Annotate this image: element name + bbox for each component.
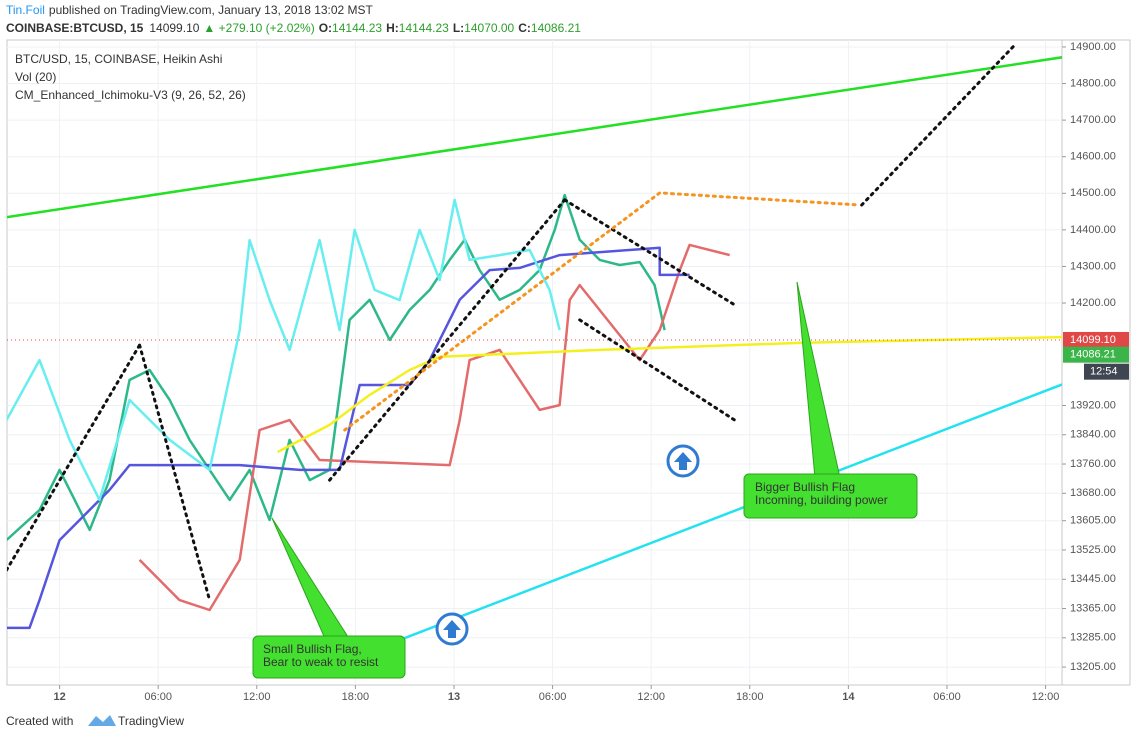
callout	[252, 635, 406, 679]
close: 14086.21	[531, 21, 581, 35]
countdown-tag	[1084, 363, 1129, 380]
x-tick-label: 06:00	[539, 691, 567, 703]
y-tick-label: 14900.00	[1070, 41, 1116, 53]
annotation-text: Bear to weak to resist	[263, 655, 379, 669]
y-tick-label: 13760.00	[1070, 458, 1116, 470]
overlay: 14099.10 14086.21 12:54	[1063, 331, 1129, 380]
y-tick-label: 14300.00	[1070, 260, 1116, 272]
x-tick-label: 13	[448, 691, 460, 703]
grid	[7, 40, 1062, 685]
x-tick-label: 18:00	[342, 691, 370, 703]
y-tick-label: 14500.00	[1070, 187, 1116, 199]
series-line	[7, 198, 561, 502]
x-tick-label: 12:00	[637, 691, 665, 703]
series-line	[138, 343, 212, 602]
legend-entry: CM_Enhanced_Ichimoku-V3 (9, 26, 52, 26)	[15, 88, 246, 102]
footer-brand[interactable]: TradingView	[118, 714, 184, 728]
series-line	[7, 193, 666, 542]
up-icon	[666, 444, 700, 478]
series-line	[343, 191, 862, 432]
y-tick-label: 13920.00	[1070, 399, 1116, 411]
author[interactable]: Tin.Foil	[6, 3, 45, 17]
x-tick-label: 12:00	[243, 691, 271, 703]
price: 14099.10	[149, 21, 199, 35]
x-tick-label: 14	[842, 691, 855, 703]
up-icon	[435, 612, 469, 646]
footer-created: Created with	[6, 714, 73, 728]
symbol: COINBASE:BTCUSD, 15	[6, 21, 144, 35]
open: 14144.23	[332, 21, 382, 35]
x-tick-label: 06:00	[933, 691, 961, 703]
c-label: C:	[518, 21, 531, 35]
y-tick-label: 13285.00	[1070, 632, 1116, 644]
quote-line: COINBASE:BTCUSD, 15 14099.10 ▲ +279.10 (+2…	[6, 21, 581, 35]
x-tick-label: 12:00	[1032, 691, 1060, 703]
series-line	[7, 246, 690, 630]
series-line	[563, 198, 737, 307]
header-line: Tin.Foil published on TradingView.com, Ja…	[6, 3, 374, 17]
y-tick-label: 13445.00	[1070, 573, 1116, 585]
y-tick-label: 14200.00	[1070, 297, 1116, 309]
change: ▲ +279.10 (+2.02%)	[203, 21, 314, 35]
low: 14070.00	[464, 21, 514, 35]
series-line	[7, 56, 1062, 219]
close-price-tag	[1063, 346, 1129, 363]
series-line	[277, 335, 1062, 454]
high: 14144.23	[399, 21, 449, 35]
legend-entry: BTC/USD, 15, COINBASE, Heikin Ashi	[15, 52, 222, 66]
series-line	[578, 318, 737, 422]
y-tick-label: 14600.00	[1070, 151, 1116, 163]
series-line	[399, 383, 1062, 642]
y-tick-label: 14700.00	[1070, 114, 1116, 126]
annotation-text: Small Bullish Flag,	[263, 642, 362, 656]
series-line	[7, 343, 142, 572]
annotation-text: Bigger Bullish Flag	[755, 480, 855, 494]
y-tick-label: 13840.00	[1070, 429, 1116, 441]
countdown: 12:54	[1090, 366, 1118, 378]
y-tick-label: 13525.00	[1070, 544, 1116, 556]
published: published on TradingView.com, January 13…	[49, 3, 374, 17]
plot	[7, 43, 1062, 642]
y-tick-label: 14800.00	[1070, 77, 1116, 89]
plot-area	[6, 39, 1063, 686]
y-tick-label: 13205.00	[1070, 661, 1116, 673]
callout	[743, 473, 918, 519]
brand-logo	[88, 715, 116, 726]
o-label: O:	[319, 21, 332, 35]
series-line	[860, 43, 1017, 207]
y-tick-label: 14400.00	[1070, 224, 1116, 236]
l-label: L:	[453, 21, 464, 35]
last-price-label: 14099.10	[1070, 334, 1116, 346]
y-tick-label: 13605.00	[1070, 515, 1116, 527]
x-tick-label: 18:00	[736, 691, 764, 703]
x-tick-label: 06:00	[144, 691, 172, 703]
x-tick-label: 12	[53, 691, 65, 703]
h-label: H:	[386, 21, 399, 35]
legend-entry: Vol (20)	[15, 70, 56, 84]
y-tick-label: 13365.00	[1070, 602, 1116, 614]
close-price-label: 14086.21	[1070, 349, 1116, 361]
y-tick-label: 13680.00	[1070, 487, 1116, 499]
last-price-tag	[1063, 331, 1129, 348]
annotation-text: Incoming, building power	[755, 493, 888, 507]
